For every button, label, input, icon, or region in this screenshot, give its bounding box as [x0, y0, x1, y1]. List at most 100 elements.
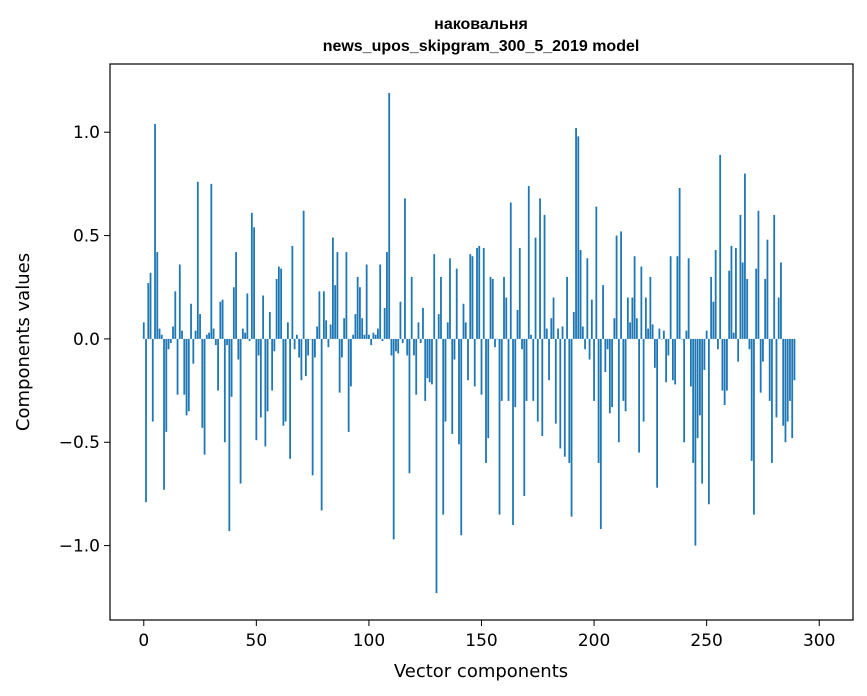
bar	[203, 338, 206, 455]
bar	[550, 318, 553, 339]
bar	[327, 338, 330, 348]
bar	[512, 338, 514, 525]
bar	[253, 227, 255, 339]
bar	[595, 206, 598, 339]
bar	[372, 332, 375, 339]
bar	[599, 338, 602, 530]
bar	[239, 338, 242, 484]
bar	[419, 338, 422, 344]
bar	[460, 338, 463, 536]
bar	[449, 258, 451, 339]
bar	[480, 338, 483, 395]
bar	[563, 338, 566, 457]
bar	[386, 252, 388, 339]
bar	[746, 278, 749, 339]
bar	[422, 307, 424, 339]
bar	[154, 123, 156, 339]
bar	[604, 338, 607, 372]
bar	[719, 154, 722, 339]
y-tick-label: −1.0	[59, 537, 100, 557]
bar	[750, 338, 753, 461]
bar	[789, 338, 791, 401]
bar	[714, 250, 717, 339]
bar	[712, 301, 715, 339]
bar	[764, 278, 767, 339]
x-tick-label: 250	[690, 631, 722, 651]
bar	[590, 299, 593, 339]
bar	[689, 338, 692, 387]
bar	[350, 338, 352, 387]
bar	[440, 276, 442, 339]
bar	[597, 338, 600, 463]
bar	[557, 328, 559, 339]
x-tick-label: 200	[578, 631, 610, 651]
bar	[217, 338, 219, 391]
x-axis: 0 50 100 150 200 250 300	[138, 620, 835, 651]
bar	[431, 338, 433, 385]
bar	[178, 264, 181, 339]
bar	[692, 338, 695, 463]
bar	[257, 338, 260, 356]
bar	[536, 338, 539, 422]
bar	[325, 320, 328, 339]
bar	[379, 264, 382, 339]
bar	[717, 338, 719, 350]
bar	[361, 318, 364, 339]
bar	[482, 247, 485, 339]
bar	[318, 291, 321, 339]
bar	[642, 338, 645, 422]
bar	[433, 254, 436, 339]
bar	[766, 239, 769, 339]
bar	[205, 334, 208, 339]
bar	[226, 338, 228, 346]
bar	[721, 338, 724, 391]
bar	[588, 338, 591, 360]
bar	[190, 303, 192, 339]
bar	[606, 338, 609, 350]
bar	[406, 338, 409, 356]
bar	[194, 330, 197, 339]
bar	[748, 338, 751, 350]
chart-subtitle: news_upos_skipgram_300_5_2019 model	[323, 38, 640, 55]
bar	[753, 338, 755, 515]
bar	[424, 338, 427, 401]
bar	[669, 256, 672, 339]
bar	[219, 301, 222, 339]
bar	[771, 338, 773, 463]
bar	[381, 338, 384, 341]
bar	[322, 291, 325, 339]
bar	[176, 338, 179, 395]
bar	[341, 338, 343, 358]
bar	[246, 293, 249, 339]
bar	[626, 297, 629, 339]
bar	[523, 338, 526, 496]
bar	[665, 338, 668, 383]
bar	[264, 338, 267, 447]
y-tick-label: 0.0	[73, 330, 100, 350]
bar	[518, 247, 521, 339]
bar	[320, 338, 323, 511]
bar	[377, 328, 379, 339]
bar	[293, 338, 296, 350]
bar	[793, 338, 796, 381]
bar	[374, 334, 377, 339]
bar	[282, 338, 285, 426]
bar	[730, 245, 733, 339]
bar	[338, 338, 341, 393]
bar	[266, 338, 269, 412]
bar	[309, 338, 312, 340]
bar	[455, 268, 458, 339]
bar	[581, 326, 584, 339]
bar	[223, 338, 226, 443]
bar	[676, 256, 679, 339]
bar	[356, 276, 359, 339]
bar	[172, 326, 174, 339]
bar	[397, 338, 400, 354]
bar	[156, 252, 159, 339]
bar	[151, 338, 154, 422]
bar	[532, 338, 535, 401]
bar	[647, 328, 650, 339]
bar	[370, 338, 373, 346]
bar	[737, 338, 740, 362]
